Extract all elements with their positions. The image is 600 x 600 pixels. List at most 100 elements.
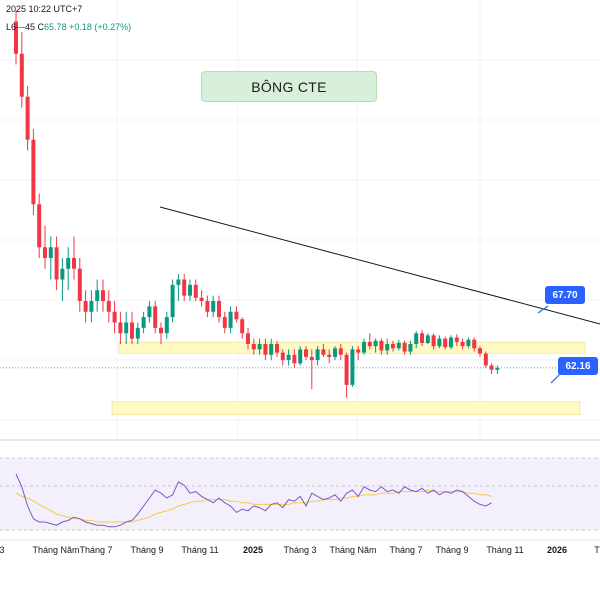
candle-body [89, 301, 94, 312]
candle-body [77, 268, 82, 301]
header-time: 2025 10:22 UTC+7 [6, 4, 83, 14]
candle-body [37, 204, 42, 248]
candle-body [159, 327, 163, 334]
candle-body [188, 284, 192, 296]
candles [14, 10, 500, 398]
low-value: 6---45 [11, 22, 36, 32]
candle-body [449, 337, 453, 348]
x-tick-label: 2026 [547, 545, 567, 555]
x-tick-label: Tháng 9 [435, 545, 468, 555]
candle-body [391, 344, 395, 349]
candle-body [408, 344, 413, 352]
candle-body [309, 356, 314, 361]
candle-body [257, 344, 262, 350]
candle-body [25, 96, 30, 140]
candle-body [483, 353, 488, 366]
candle-body [251, 344, 256, 350]
candle-body [478, 348, 482, 354]
candle-body [31, 139, 36, 205]
downtrend-line [159, 206, 600, 325]
candle-body [431, 335, 436, 347]
candle-body [246, 333, 250, 344]
candle-body [344, 354, 349, 385]
candle-body [234, 311, 239, 320]
x-tick-label: Tháng 7 [389, 545, 422, 555]
candle-body [356, 349, 361, 353]
candle-body [466, 339, 471, 347]
candle-body [124, 322, 129, 334]
candle-body [414, 333, 419, 344]
candle-body [362, 341, 366, 353]
close-value: 65.78 [44, 22, 67, 32]
x-tick-label: Tháng 11 [181, 545, 218, 555]
candle-body [495, 367, 500, 370]
lower-level-label[interactable]: 62.16 [558, 357, 598, 375]
rsi-band [0, 458, 600, 530]
candle-body [240, 319, 245, 334]
candle-body [60, 268, 65, 280]
candle-body [72, 258, 76, 269]
candle-body [298, 349, 303, 364]
candle-body [66, 258, 71, 269]
lower-label-pointer [550, 373, 561, 384]
rsi-line [15, 473, 492, 528]
candle-body [101, 290, 105, 301]
upper-level-label[interactable]: 67.70 [545, 286, 585, 304]
x-tick-label: Tháng 11 [486, 545, 523, 555]
trendline [159, 206, 600, 384]
candle-body [153, 306, 158, 328]
candle-body [420, 333, 424, 343]
candle-body [147, 306, 152, 318]
candle-body [193, 284, 198, 298]
candle-body [286, 354, 291, 361]
x-tick-label: 3 [0, 545, 5, 555]
low-prefix: L [6, 22, 12, 32]
candle-body [83, 301, 88, 312]
candle-body [182, 279, 187, 296]
candle-body [263, 344, 268, 355]
candle-body [269, 344, 274, 355]
candle-body [164, 317, 169, 334]
candle-body [367, 341, 372, 347]
change-value: +0.18 (+0.27%) [69, 22, 132, 32]
candle-body [443, 338, 448, 348]
candle-body [211, 301, 216, 312]
candle-body [373, 340, 378, 347]
candle-body [54, 247, 59, 280]
header-ohlc: L6---45 C65.78 +0.18 (+0.27%) [6, 22, 131, 32]
lower-zone [111, 401, 581, 416]
candle-body [95, 290, 100, 301]
candle-body [176, 279, 181, 285]
candle-body [338, 348, 343, 355]
candle-body [222, 317, 227, 328]
candle-body [48, 247, 53, 258]
candle-body [43, 247, 47, 258]
candle-body [112, 311, 117, 323]
candle-body [379, 340, 384, 351]
x-tick-label: Tháng Năm [32, 545, 79, 555]
x-tick-label: Tháng 9 [130, 545, 163, 555]
candle-body [454, 337, 459, 342]
candle-body [228, 311, 233, 328]
candle-body [106, 301, 111, 312]
candle-body [141, 317, 146, 328]
rsi-ma-line [15, 489, 492, 523]
grid [0, 0, 600, 440]
candle-body [304, 349, 308, 357]
candle-body [425, 335, 430, 343]
candle-body [396, 342, 401, 349]
candle-body [199, 297, 204, 301]
candle-body [14, 21, 18, 54]
candle-body [205, 301, 210, 312]
x-tick-label: T [594, 545, 600, 555]
candle-body [19, 53, 24, 97]
candle-body [321, 349, 326, 355]
candle-body [170, 284, 175, 318]
annotation-title[interactable]: BÔNG CTE [201, 71, 377, 102]
candle-body [333, 348, 337, 357]
candle-body [217, 301, 221, 318]
candle-body [315, 349, 320, 361]
close-prefix: C [37, 22, 45, 32]
candle-body [118, 322, 123, 334]
